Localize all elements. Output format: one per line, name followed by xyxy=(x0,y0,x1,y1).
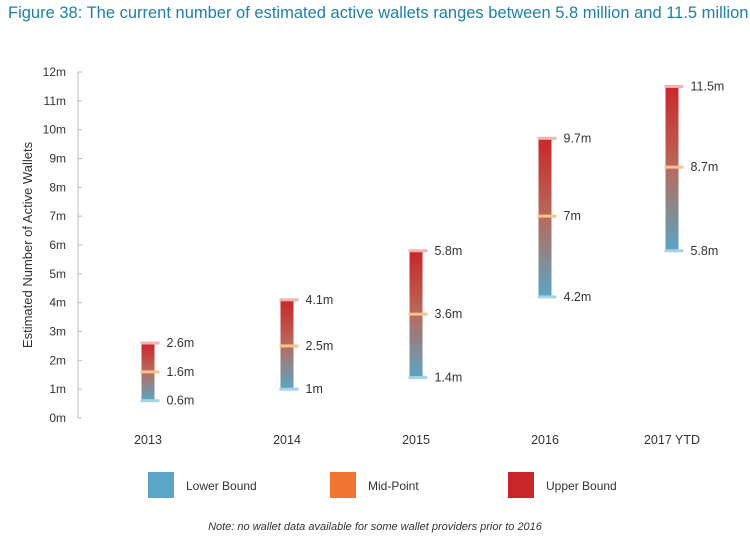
upper-value-label: 11.5m xyxy=(691,79,725,93)
upper-value-label: 4.1m xyxy=(306,293,334,307)
mid-point-marker xyxy=(408,312,428,316)
mid-point-marker xyxy=(279,344,299,348)
mid-point-marker xyxy=(537,214,557,218)
upper-value-label: 9.7m xyxy=(564,131,592,145)
upper-value-label: 5.8m xyxy=(435,244,463,258)
y-tick-label: 12m xyxy=(43,65,66,79)
y-tick-label: 7m xyxy=(49,209,66,223)
plot-area: 2.6m 1.6m 0.6m 4.1m 2.5m 1m 5.8m 3.6m 1.4m 9.7m 7m… xyxy=(140,79,725,408)
footnote: Note: no wallet data available for some … xyxy=(208,521,542,533)
legend-swatch xyxy=(508,472,534,498)
y-axis: 0m 1m 2m 3m 4m 5m 6m 7m 8m 9m 10m 11m 12m Estimated N… xyxy=(20,65,82,425)
lower-value-label: 4.2m xyxy=(564,290,592,304)
upper-bound-marker xyxy=(664,84,684,88)
mid-point-marker xyxy=(140,370,160,374)
lower-bound-marker xyxy=(140,399,160,403)
legend: Lower Bound Mid-Point Upper Bound xyxy=(148,472,617,498)
upper-bound-marker xyxy=(279,298,299,302)
x-category-label: 2017 YTD xyxy=(644,433,700,447)
figure-title: Figure 38: The current number of estimat… xyxy=(8,4,749,22)
mid-value-label: 2.5m xyxy=(306,339,334,353)
lower-value-label: 1m xyxy=(306,382,323,396)
x-axis: 2013 2014 2015 2016 2017 YTD xyxy=(134,433,700,447)
y-tick-label: 11m xyxy=(44,94,66,108)
y-tick-label: 9m xyxy=(49,152,66,166)
upper-bound-marker xyxy=(140,341,160,345)
mid-value-label: 7m xyxy=(564,209,581,223)
x-category-label: 2016 xyxy=(531,433,559,447)
y-tick-label: 1m xyxy=(49,382,66,396)
y-tick-label: 5m xyxy=(49,267,66,281)
lower-bound-marker xyxy=(537,295,557,299)
x-category-label: 2015 xyxy=(402,433,430,447)
lower-value-label: 0.6m xyxy=(167,394,195,408)
upper-bound-marker xyxy=(408,249,428,253)
x-category-label: 2013 xyxy=(134,433,162,447)
upper-value-label: 2.6m xyxy=(167,336,195,350)
y-tick-label: 4m xyxy=(49,296,66,310)
y-tick-label: 0m xyxy=(49,411,66,425)
y-tick-label: 8m xyxy=(49,180,66,194)
lower-bound-marker xyxy=(664,249,684,253)
legend-label: Lower Bound xyxy=(186,479,257,493)
legend-label: Upper Bound xyxy=(546,479,617,493)
legend-label: Mid-Point xyxy=(368,479,419,493)
lower-value-label: 1.4m xyxy=(435,371,463,385)
legend-swatch xyxy=(148,472,174,498)
y-tick-label: 2m xyxy=(49,353,66,367)
x-category-label: 2014 xyxy=(273,433,301,447)
y-axis-title: Estimated Number of Active Wallets xyxy=(20,141,35,348)
y-tick-label: 3m xyxy=(49,325,66,339)
legend-swatch xyxy=(330,472,356,498)
lower-value-label: 5.8m xyxy=(691,244,719,258)
y-tick-label: 6m xyxy=(49,238,66,252)
mid-value-label: 8.7m xyxy=(691,160,719,174)
mid-value-label: 1.6m xyxy=(167,365,195,379)
mid-point-marker xyxy=(664,165,684,169)
upper-bound-marker xyxy=(537,136,557,140)
range-chart: 0m 1m 2m 3m 4m 5m 6m 7m 8m 9m 10m 11m 12m Estimated N… xyxy=(20,65,725,498)
mid-value-label: 3.6m xyxy=(435,307,463,321)
lower-bound-marker xyxy=(279,387,299,391)
y-tick-label: 10m xyxy=(43,123,66,137)
lower-bound-marker xyxy=(408,376,428,380)
